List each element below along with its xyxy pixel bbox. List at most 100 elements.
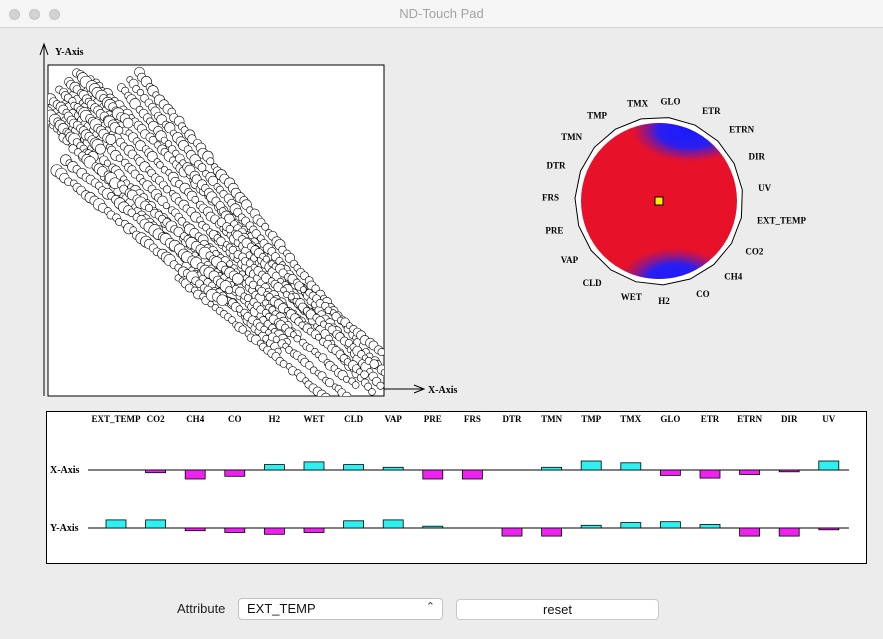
x-axis-weight-bar-cld[interactable] bbox=[343, 464, 365, 471]
point-marker bbox=[225, 225, 234, 234]
point-marker bbox=[144, 204, 153, 213]
y-axis-weight-bar-tmp[interactable] bbox=[580, 524, 602, 529]
x-axis-arrow-icon bbox=[413, 384, 426, 394]
point-cloud bbox=[48, 66, 384, 400]
x-axis-weight-bar-dir[interactable] bbox=[778, 469, 800, 473]
x-axis-weight-bar-tmn[interactable] bbox=[541, 466, 563, 471]
x-axis-weight-bar-ch4[interactable] bbox=[184, 469, 206, 480]
y-axis-weight-bar-cld[interactable] bbox=[343, 520, 365, 529]
x-axis-weight-bar-uv[interactable] bbox=[818, 460, 840, 471]
point-marker bbox=[235, 305, 244, 313]
column-label-etr: ETR bbox=[701, 414, 720, 424]
point-marker bbox=[261, 222, 270, 231]
x-axis-weight-bar-frs[interactable] bbox=[461, 469, 483, 480]
radial-touch-pad[interactable]: GLO ETR ETRN DIR UV EXT_TEMP CO2 CH4 CO H2 WET CLD V… bbox=[500, 70, 840, 330]
point-marker bbox=[238, 325, 247, 334]
column-label-vap: VAP bbox=[385, 414, 403, 424]
x-axis-weight-bar-co2[interactable] bbox=[145, 469, 166, 474]
y-axis-weight-bar-glo[interactable] bbox=[660, 521, 681, 529]
x-axis-weight-bar-etr[interactable] bbox=[699, 469, 721, 479]
point-marker bbox=[244, 294, 252, 302]
x-axis-label: X-Axis bbox=[428, 385, 458, 396]
point-marker bbox=[360, 370, 369, 379]
y-axis-weight-bar-vap[interactable] bbox=[382, 519, 404, 529]
point-marker bbox=[315, 333, 322, 341]
point-marker bbox=[164, 140, 173, 148]
attribute-select[interactable]: EXT_TEMP ⌃ bbox=[238, 598, 443, 620]
y-axis-weight-bar-h2[interactable] bbox=[263, 527, 285, 535]
point-marker bbox=[351, 381, 360, 389]
column-label-tmn: TMN bbox=[541, 414, 562, 424]
radar-label-h2: H2 bbox=[658, 296, 670, 306]
radar-label-glo: GLO bbox=[661, 97, 681, 107]
close-window-button[interactable] bbox=[9, 9, 20, 20]
touch-cursor-marker[interactable] bbox=[654, 196, 664, 206]
row-label-x-axis: X-Axis bbox=[50, 465, 80, 476]
x-axis-weight-bar-pre[interactable] bbox=[422, 469, 444, 480]
projection-plot[interactable]: Y-Axis X-Axis bbox=[0, 0, 470, 400]
y-axis-weight-bar-etrn[interactable] bbox=[739, 527, 760, 537]
y-axis-weight-bar-ext_temp[interactable] bbox=[105, 519, 127, 529]
y-axis-weight-bar-pre[interactable] bbox=[422, 525, 444, 529]
column-label-dir: DIR bbox=[781, 414, 798, 424]
column-label-co2: CO2 bbox=[147, 414, 166, 424]
radar-label-wet: WET bbox=[621, 292, 642, 302]
x-axis-weight-bar-wet[interactable] bbox=[303, 461, 325, 471]
column-label-co: CO bbox=[228, 414, 242, 424]
point-marker bbox=[380, 369, 384, 377]
point-marker bbox=[342, 391, 352, 396]
point-marker bbox=[162, 185, 171, 194]
radar-label-etrn: ETRN bbox=[729, 125, 755, 135]
point-marker bbox=[207, 175, 218, 186]
point-marker bbox=[232, 273, 244, 285]
point-marker bbox=[136, 88, 144, 97]
y-axis-weight-bar-dtr[interactable] bbox=[501, 527, 523, 537]
point-marker bbox=[364, 382, 373, 391]
point-marker bbox=[305, 361, 314, 370]
radar-label-co: CO bbox=[696, 289, 710, 299]
point-marker bbox=[318, 353, 328, 363]
y-axis-weight-bar-tmx[interactable] bbox=[620, 522, 642, 529]
column-label-h2: H2 bbox=[269, 414, 281, 424]
column-label-cld: CLD bbox=[344, 414, 364, 424]
y-axis-weight-bar-dir[interactable] bbox=[778, 527, 800, 537]
point-marker bbox=[249, 280, 258, 290]
point-marker bbox=[225, 286, 234, 295]
point-marker bbox=[272, 335, 280, 343]
y-axis-weight-bar-uv[interactable] bbox=[818, 527, 840, 531]
column-label-uv: UV bbox=[822, 414, 835, 424]
y-axis-weight-bar-co2[interactable] bbox=[145, 519, 166, 529]
y-axis-weight-bar-co[interactable] bbox=[224, 527, 246, 533]
point-marker bbox=[293, 334, 301, 343]
reset-button[interactable]: reset bbox=[456, 599, 659, 620]
point-marker bbox=[122, 117, 134, 129]
x-axis-weight-bar-tmx[interactable] bbox=[620, 462, 642, 471]
x-axis-weight-bar-h2[interactable] bbox=[263, 464, 285, 471]
point-marker bbox=[146, 151, 158, 162]
point-marker bbox=[114, 126, 124, 135]
point-marker bbox=[216, 294, 228, 306]
y-axis-weight-bar-tmn[interactable] bbox=[541, 527, 563, 537]
point-marker bbox=[321, 392, 331, 396]
point-marker bbox=[105, 134, 117, 145]
point-marker bbox=[103, 159, 111, 167]
y-axis-weight-bar-wet[interactable] bbox=[303, 527, 325, 533]
point-marker bbox=[206, 157, 215, 166]
minimize-window-button[interactable] bbox=[29, 9, 40, 20]
radar-label-uv: UV bbox=[758, 183, 771, 193]
column-label-tmp: TMP bbox=[581, 414, 601, 424]
x-axis-weight-bar-glo[interactable] bbox=[660, 469, 681, 476]
y-axis-weight-bar-ch4[interactable] bbox=[184, 527, 206, 532]
column-label-glo: GLO bbox=[660, 414, 680, 424]
point-marker bbox=[226, 260, 234, 268]
zoom-window-button[interactable] bbox=[49, 9, 60, 20]
y-axis-arrow-icon bbox=[39, 42, 49, 56]
point-marker bbox=[311, 284, 320, 293]
y-axis-weight-bar-etr[interactable] bbox=[699, 524, 721, 529]
x-axis-weight-bar-etrn[interactable] bbox=[739, 469, 760, 475]
x-axis-weight-bar-co[interactable] bbox=[224, 469, 246, 477]
x-axis-weight-bar-tmp[interactable] bbox=[580, 460, 602, 471]
window-title: ND-Touch Pad bbox=[399, 6, 484, 21]
point-marker bbox=[330, 399, 338, 400]
x-axis-weight-bar-vap[interactable] bbox=[382, 466, 404, 471]
